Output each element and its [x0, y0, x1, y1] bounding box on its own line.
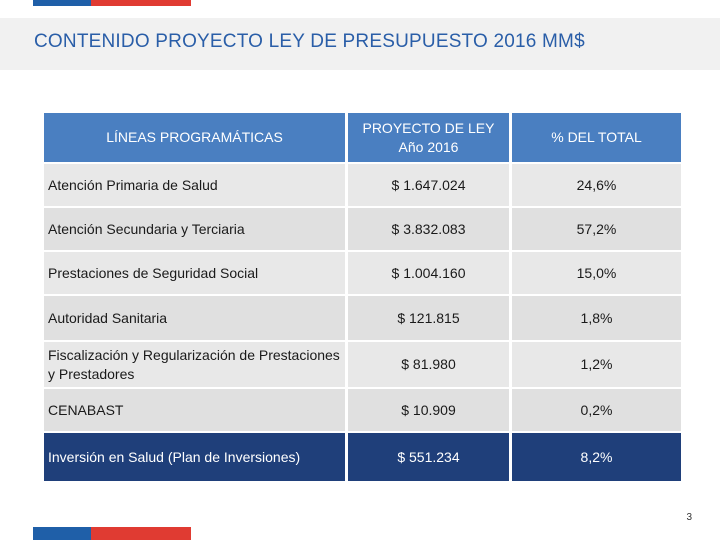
flag-blue-segment: [33, 527, 91, 540]
row-amount: $ 1.647.024: [348, 164, 509, 206]
slide-title: CONTENIDO PROYECTO LEY DE PRESUPUESTO 20…: [34, 31, 585, 52]
row-pct: 1,2%: [512, 342, 681, 387]
row-line-label: Atención Secundaria y Terciaria: [44, 208, 345, 250]
table-row: Autoridad Sanitaria $ 121.815 1,8%: [44, 294, 681, 340]
row-pct: 8,2%: [512, 433, 681, 481]
page-number: 3: [686, 512, 692, 523]
row-amount: $ 1.004.160: [348, 252, 509, 294]
row-amount: $ 10.909: [348, 389, 509, 431]
table-header-row: LÍNEAS PROGRAMÁTICAS PROYECTO DE LEY Año…: [44, 113, 681, 162]
row-line-label: Autoridad Sanitaria: [44, 296, 345, 340]
row-line-label: Prestaciones de Seguridad Social: [44, 252, 345, 294]
bottom-flag-bar: [33, 527, 191, 540]
table-row: Atención Primaria de Salud $ 1.647.024 2…: [44, 162, 681, 206]
row-line-label: Inversión en Salud (Plan de Inversiones): [44, 433, 345, 481]
table-row: Prestaciones de Seguridad Social $ 1.004…: [44, 250, 681, 294]
column-header-pct: % DEL TOTAL: [512, 113, 681, 162]
row-pct: 24,6%: [512, 164, 681, 206]
row-pct: 0,2%: [512, 389, 681, 431]
table-row: Fiscalización y Regularización de Presta…: [44, 340, 681, 387]
table-row-highlight: Inversión en Salud (Plan de Inversiones)…: [44, 431, 681, 481]
flag-red-segment: [91, 0, 191, 6]
top-flag-bar: [33, 0, 191, 6]
row-pct: 1,8%: [512, 296, 681, 340]
flag-blue-segment: [33, 0, 91, 6]
row-line-label: Atención Primaria de Salud: [44, 164, 345, 206]
table-row: Atención Secundaria y Terciaria $ 3.832.…: [44, 206, 681, 250]
slide-header: CONTENIDO PROYECTO LEY DE PRESUPUESTO 20…: [0, 18, 720, 70]
flag-red-segment: [91, 527, 191, 540]
row-line-label: Fiscalización y Regularización de Presta…: [44, 342, 345, 387]
row-amount: $ 121.815: [348, 296, 509, 340]
row-pct: 15,0%: [512, 252, 681, 294]
row-line-label: CENABAST: [44, 389, 345, 431]
row-amount: $ 3.832.083: [348, 208, 509, 250]
table-row: CENABAST $ 10.909 0,2%: [44, 387, 681, 431]
row-pct: 57,2%: [512, 208, 681, 250]
column-header-lines: LÍNEAS PROGRAMÁTICAS: [44, 113, 345, 162]
row-amount: $ 551.234: [348, 433, 509, 481]
row-amount: $ 81.980: [348, 342, 509, 387]
budget-table: LÍNEAS PROGRAMÁTICAS PROYECTO DE LEY Año…: [44, 113, 681, 481]
column-header-amount: PROYECTO DE LEY Año 2016: [348, 113, 509, 162]
